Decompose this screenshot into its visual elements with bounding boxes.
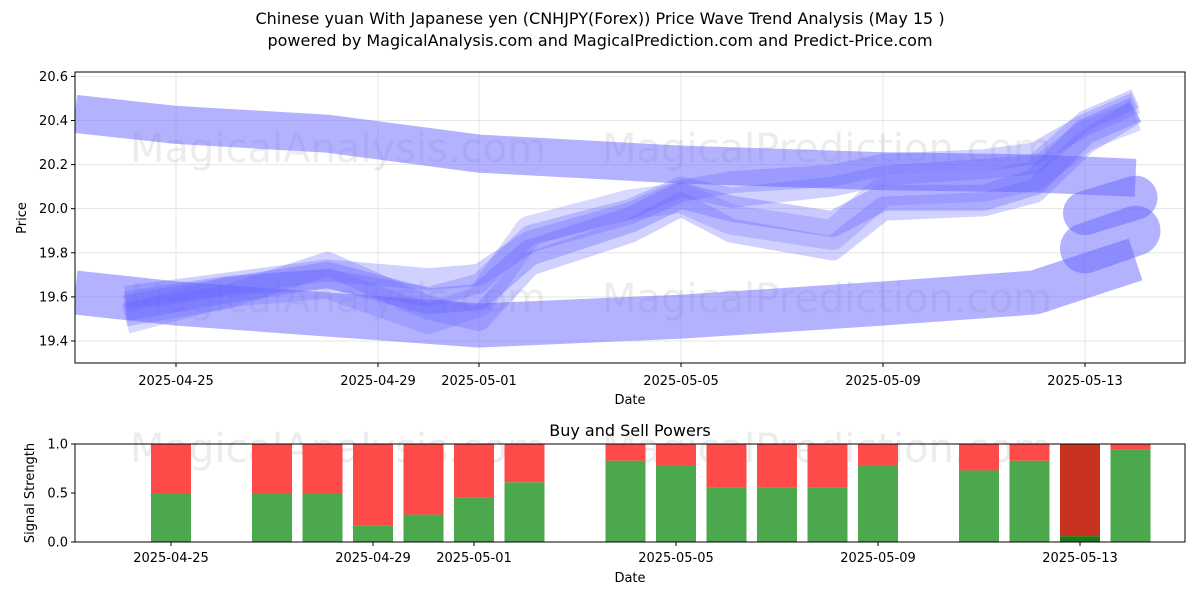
buy-bar [302, 493, 343, 542]
price-band-6 [123, 89, 1140, 312]
sell-bar [706, 444, 747, 488]
price-band-7 [121, 102, 1141, 334]
power-y-tick-label: 0.0 [47, 536, 68, 551]
sell-bar [1060, 444, 1100, 537]
sell-bar [403, 444, 444, 515]
price-x-tick-label: 2025-04-29 [340, 374, 416, 389]
sell-bar [807, 444, 848, 488]
price-band-5 [123, 101, 1142, 331]
price-y-tick-label: 19.4 [39, 334, 68, 349]
power-x-tick-label: 2025-04-29 [335, 551, 411, 566]
buy-bar [252, 493, 292, 542]
price-x-ticks: 2025-04-25 2025-04-29 2025-05-01 2025-05-05… [138, 363, 1123, 389]
buy-bar [807, 487, 848, 542]
power-x-tick-label: 2025-04-25 [133, 551, 209, 566]
sell-bar [353, 444, 393, 526]
price-y-axis-label: Price [15, 202, 30, 234]
price-x-tick-label: 2025-05-01 [441, 374, 517, 389]
power-y-tick-label: 1.0 [47, 438, 68, 453]
power-x-tick-label: 2025-05-13 [1042, 551, 1118, 566]
power-y-ticks: 0.0 0.5 1.0 [47, 438, 75, 551]
sell-bar [504, 444, 545, 483]
power-x-tick-label: 2025-05-05 [638, 551, 714, 566]
power-panel-title: Buy and Sell Powers [549, 421, 711, 440]
sell-bar [656, 444, 696, 466]
price-x-tick-label: 2025-05-13 [1047, 374, 1123, 389]
buy-bar [858, 465, 898, 542]
price-panel-frame [74, 71, 1186, 364]
buy-bar [504, 482, 545, 542]
price-band-4 [124, 92, 1140, 308]
price-band-9 [1060, 205, 1161, 274]
buy-bar [353, 525, 393, 542]
sell-bar [959, 444, 999, 471]
power-bars [151, 444, 1151, 542]
sell-bar [1110, 444, 1151, 450]
power-x-axis-label: Date [614, 571, 645, 586]
buy-bar [757, 487, 797, 542]
price-x-axis-label: Date [614, 393, 645, 408]
price-y-tick-label: 19.6 [39, 290, 68, 305]
sell-bar [757, 444, 797, 488]
power-x-tick-label: 2025-05-09 [840, 551, 916, 566]
sell-bar [605, 444, 646, 461]
price-band-2 [75, 238, 1143, 348]
price-y-tick-label: 20.4 [39, 114, 68, 129]
sell-bar [302, 444, 343, 493]
price-band-8 [1063, 175, 1158, 236]
buy-bar [1110, 449, 1151, 542]
buy-bar [706, 487, 747, 542]
power-y-tick-label: 0.5 [47, 487, 68, 502]
sell-bar [151, 444, 191, 493]
price-band-3 [123, 97, 1141, 321]
buy-bar [151, 493, 191, 542]
buy-bar [959, 470, 999, 542]
sell-bar [1009, 444, 1050, 461]
price-panel: MagicalAnalysis.com MagicalPrediction.co… [15, 70, 1186, 408]
buy-bar [656, 465, 696, 542]
chart-subtitle: powered by MagicalAnalysis.com and Magic… [267, 31, 933, 50]
price-band-1 [75, 95, 1137, 197]
price-y-ticks: 19.4 19.6 19.8 20.0 20.2 20.4 20.6 [39, 70, 75, 349]
buy-bar [1009, 460, 1050, 542]
sell-bar [858, 444, 898, 466]
price-y-tick-label: 20.6 [39, 70, 68, 85]
price-x-tick-label: 2025-04-25 [138, 374, 214, 389]
sell-bar [252, 444, 292, 493]
price-y-tick-label: 20.2 [39, 158, 68, 173]
price-y-tick-label: 20.0 [39, 202, 68, 217]
chart-title-block: Chinese yuan With Japanese yen (CNHJPY(F… [0, 8, 1200, 52]
buy-bar [454, 497, 494, 542]
buy-bar [403, 514, 444, 542]
price-x-tick-label: 2025-05-05 [643, 374, 719, 389]
price-y-tick-label: 19.8 [39, 246, 68, 261]
price-x-tick-label: 2025-05-09 [845, 374, 921, 389]
power-y-axis-label: Signal Strength [23, 443, 38, 543]
price-bands [75, 89, 1161, 348]
buy-bar [605, 460, 646, 542]
power-x-tick-label: 2025-05-01 [436, 551, 512, 566]
power-x-ticks: 2025-04-25 2025-04-29 2025-05-01 2025-05-05… [133, 542, 1118, 566]
power-panel: Buy and Sell Powers MagicalAnalysis.com … [23, 421, 1186, 586]
buy-bar [1060, 536, 1100, 542]
chart-title: Chinese yuan With Japanese yen (CNHJPY(F… [255, 9, 945, 28]
sell-bar [454, 444, 494, 498]
